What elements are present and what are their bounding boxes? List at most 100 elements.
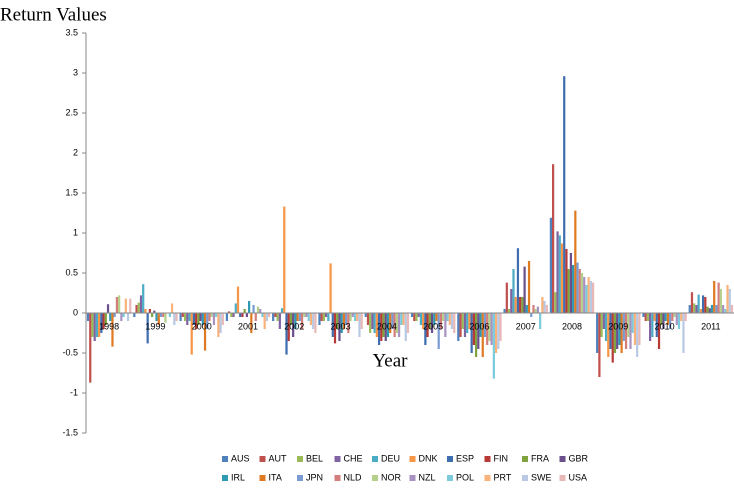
bar xyxy=(102,313,105,329)
bar xyxy=(181,313,184,317)
legend-swatch xyxy=(297,456,303,462)
bar xyxy=(726,285,729,313)
bar xyxy=(724,309,727,313)
legend-swatch xyxy=(259,475,266,481)
bar xyxy=(437,313,440,349)
bar xyxy=(448,313,451,325)
bar xyxy=(631,313,634,333)
bar xyxy=(250,313,253,333)
bar xyxy=(168,313,171,317)
bar xyxy=(563,76,566,313)
bar xyxy=(243,309,246,313)
bar xyxy=(591,282,595,313)
bar xyxy=(629,313,632,349)
bar xyxy=(104,313,107,325)
bar xyxy=(497,313,500,349)
bar xyxy=(197,313,200,325)
bar xyxy=(113,313,116,317)
bar xyxy=(395,313,398,333)
bar xyxy=(461,313,464,329)
bar xyxy=(406,313,410,333)
bar xyxy=(419,313,423,325)
y-tick-label: 3.5 xyxy=(65,27,78,37)
x-tick-label: 2003 xyxy=(331,321,351,331)
bar xyxy=(272,313,275,321)
bar xyxy=(474,313,478,357)
bar xyxy=(442,313,445,321)
bar xyxy=(607,313,610,357)
bar xyxy=(256,306,260,313)
bar xyxy=(120,313,123,321)
y-tick-label: -1.5 xyxy=(62,427,78,437)
bar xyxy=(444,313,447,337)
bar xyxy=(543,301,546,313)
y-tick-label: 0.5 xyxy=(65,267,78,277)
bar xyxy=(318,313,321,325)
legend-label: CHE xyxy=(344,453,363,463)
x-tick-label: 2000 xyxy=(192,321,212,331)
bar xyxy=(483,313,487,337)
bar xyxy=(254,313,257,321)
bar xyxy=(521,297,524,313)
x-tick-label: 2011 xyxy=(701,321,720,331)
legend-label: AUS xyxy=(231,453,250,463)
bar xyxy=(505,282,508,313)
bar xyxy=(183,313,187,321)
bar xyxy=(232,313,235,317)
bar xyxy=(690,292,694,313)
legend-label: NZL xyxy=(419,472,436,482)
bar xyxy=(239,313,242,317)
x-tick-label: 1999 xyxy=(145,321,165,331)
bar xyxy=(613,313,617,353)
bar xyxy=(201,313,204,325)
bar xyxy=(228,311,231,313)
legend-swatch xyxy=(409,456,416,462)
bar xyxy=(349,313,352,321)
bar xyxy=(148,309,151,313)
bar xyxy=(669,313,672,329)
x-tick-label: 2008 xyxy=(562,321,582,331)
bar xyxy=(552,164,555,313)
bar xyxy=(212,313,216,325)
bar xyxy=(682,313,685,353)
bar xyxy=(580,273,584,313)
legend-label: BEL xyxy=(306,453,323,463)
bar xyxy=(560,243,564,313)
bar xyxy=(717,282,720,313)
bar xyxy=(422,313,425,329)
bar xyxy=(358,313,361,337)
bar xyxy=(144,309,147,313)
y-tick-label: 2 xyxy=(73,147,78,157)
bar xyxy=(671,313,674,321)
bar xyxy=(503,309,506,313)
bar xyxy=(512,269,515,313)
x-tick-label: 2007 xyxy=(516,321,536,331)
legend-swatch xyxy=(447,475,453,481)
legend-label: FRA xyxy=(531,453,549,463)
bar xyxy=(486,313,489,345)
bar xyxy=(338,313,341,341)
bar xyxy=(636,313,639,357)
x-tick-label: 2006 xyxy=(469,321,489,331)
bar xyxy=(673,313,676,317)
bar xyxy=(499,313,502,341)
bar xyxy=(300,313,304,329)
bar xyxy=(192,313,196,325)
bar xyxy=(106,304,110,313)
bar xyxy=(89,313,92,383)
bar xyxy=(137,302,140,313)
bar xyxy=(618,313,621,345)
legend-label: IRL xyxy=(231,472,245,482)
bar xyxy=(536,306,540,313)
bar xyxy=(404,313,407,341)
legend-swatch xyxy=(334,456,341,462)
bar xyxy=(333,313,337,344)
bar xyxy=(314,313,317,333)
bar xyxy=(98,313,101,337)
bar xyxy=(397,313,401,337)
legend-label: NLD xyxy=(344,472,363,482)
bar xyxy=(402,313,405,325)
legend-swatch xyxy=(559,475,566,481)
bar xyxy=(719,289,722,313)
bar xyxy=(373,313,376,333)
